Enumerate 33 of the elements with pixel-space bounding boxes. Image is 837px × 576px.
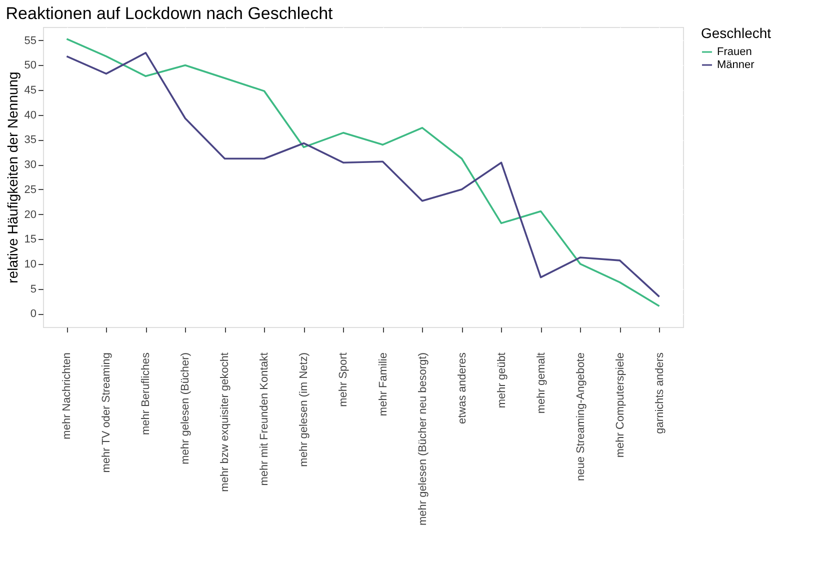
y-tick-label: 0 [30, 308, 36, 320]
legend-title: Geschlecht [701, 25, 772, 41]
y-tick-label: 15 [24, 234, 36, 246]
y-tick-label: 55 [24, 34, 36, 47]
y-tick-label: 20 [24, 208, 36, 221]
x-tick-label: neue Streaming-Angebote [574, 352, 587, 481]
x-tick-label: garnichts anders [654, 352, 666, 434]
x-tick-label: mehr gelesen (Bücher neu besorgt) [416, 352, 429, 526]
x-tick-label: mehr geübt [496, 352, 508, 408]
y-tick-label: 40 [24, 109, 36, 122]
y-tick-label: 10 [24, 258, 36, 270]
x-tick-label: mehr gelesen (im Netz) [298, 352, 310, 467]
y-tick-label: 35 [24, 134, 36, 146]
y-tick-label: 25 [24, 184, 36, 196]
x-tick-label: mehr Familie [377, 352, 390, 416]
y-tick-label: 50 [24, 60, 36, 72]
x-tick-label: etwas anderes [456, 352, 468, 424]
y-tick-label: 30 [24, 159, 36, 172]
x-tick-label: mehr gemalt [535, 352, 548, 414]
legend-label: Frauen [717, 46, 752, 58]
y-axis-title: relative Häufigkeiten der Nennung [4, 72, 20, 284]
x-tick-label: mehr Computerspiele [614, 352, 626, 458]
x-tick-label: mehr gelesen (Bücher) [180, 352, 192, 464]
legend-label: Männer [717, 59, 755, 71]
x-tick-label: mehr TV oder Streaming [100, 352, 113, 473]
x-tick-label: mehr Berufliches [140, 352, 152, 436]
y-tick-label: 5 [30, 283, 36, 296]
x-tick-label: mehr bzw exquisiter gekocht [219, 352, 232, 492]
y-tick-label: 45 [24, 84, 36, 97]
x-tick-label: mehr mit Freunden Kontakt [258, 352, 271, 486]
chart-title: Reaktionen auf Lockdown nach Geschlecht [6, 4, 334, 23]
x-tick-label: mehr Sport [338, 352, 350, 407]
x-tick-label: mehr Nachrichten [61, 352, 74, 440]
